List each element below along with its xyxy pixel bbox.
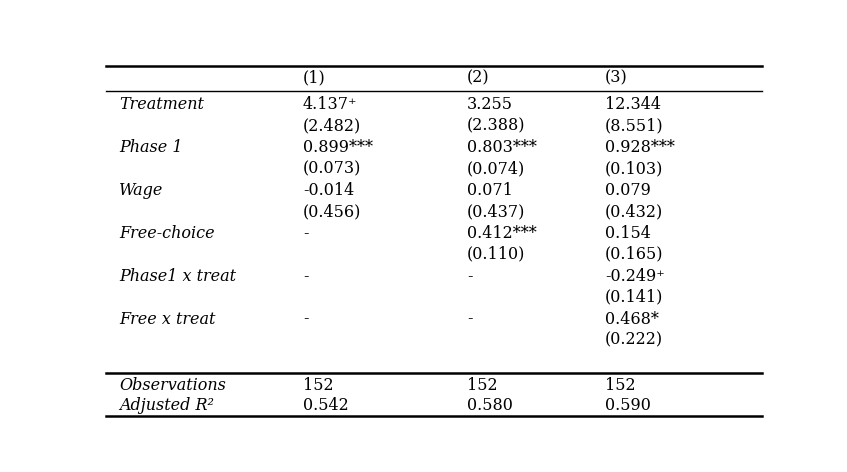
Text: 0.542: 0.542 <box>303 397 349 414</box>
Text: Adjusted R²: Adjusted R² <box>119 397 214 414</box>
Text: -: - <box>467 311 473 328</box>
Text: Treatment: Treatment <box>119 96 204 113</box>
Text: 152: 152 <box>303 377 334 394</box>
Text: (0.074): (0.074) <box>467 160 525 177</box>
Text: (1): (1) <box>303 69 325 86</box>
Text: (2): (2) <box>467 69 490 86</box>
Text: Free-choice: Free-choice <box>119 225 214 242</box>
Text: (0.222): (0.222) <box>605 332 663 349</box>
Text: (0.432): (0.432) <box>605 203 663 220</box>
Text: -: - <box>303 268 308 285</box>
Text: -0.014: -0.014 <box>303 182 354 199</box>
Text: 0.468*: 0.468* <box>605 311 659 328</box>
Text: Free x treat: Free x treat <box>119 311 215 328</box>
Text: (0.165): (0.165) <box>605 246 663 263</box>
Text: 0.154: 0.154 <box>605 225 650 242</box>
Text: 0.899***: 0.899*** <box>303 139 373 156</box>
Text: (3): (3) <box>605 69 628 86</box>
Text: (0.103): (0.103) <box>605 160 663 177</box>
Text: 0.079: 0.079 <box>605 182 650 199</box>
Text: -0.249⁺: -0.249⁺ <box>605 268 665 285</box>
Text: 0.071: 0.071 <box>467 182 512 199</box>
Text: (0.073): (0.073) <box>303 160 361 177</box>
Text: (2.388): (2.388) <box>467 117 525 134</box>
Text: 0.412***: 0.412*** <box>467 225 537 242</box>
Text: 0.928***: 0.928*** <box>605 139 674 156</box>
Text: (2.482): (2.482) <box>303 117 361 134</box>
Text: (0.110): (0.110) <box>467 246 525 263</box>
Text: 3.255: 3.255 <box>467 96 513 113</box>
Text: 0.580: 0.580 <box>467 397 512 414</box>
Text: -: - <box>303 225 308 242</box>
Text: Phase 1: Phase 1 <box>119 139 182 156</box>
Text: 0.590: 0.590 <box>605 397 650 414</box>
Text: 0.803***: 0.803*** <box>467 139 537 156</box>
Text: (0.437): (0.437) <box>467 203 525 220</box>
Text: 152: 152 <box>467 377 497 394</box>
Text: 152: 152 <box>605 377 635 394</box>
Text: (0.141): (0.141) <box>605 289 663 306</box>
Text: Observations: Observations <box>119 377 226 394</box>
Text: 4.137⁺: 4.137⁺ <box>303 96 357 113</box>
Text: Phase1 x treat: Phase1 x treat <box>119 268 236 285</box>
Text: 12.344: 12.344 <box>605 96 661 113</box>
Text: (0.456): (0.456) <box>303 203 361 220</box>
Text: -: - <box>303 311 308 328</box>
Text: (8.551): (8.551) <box>605 117 663 134</box>
Text: Wage: Wage <box>119 182 163 199</box>
Text: -: - <box>467 268 473 285</box>
